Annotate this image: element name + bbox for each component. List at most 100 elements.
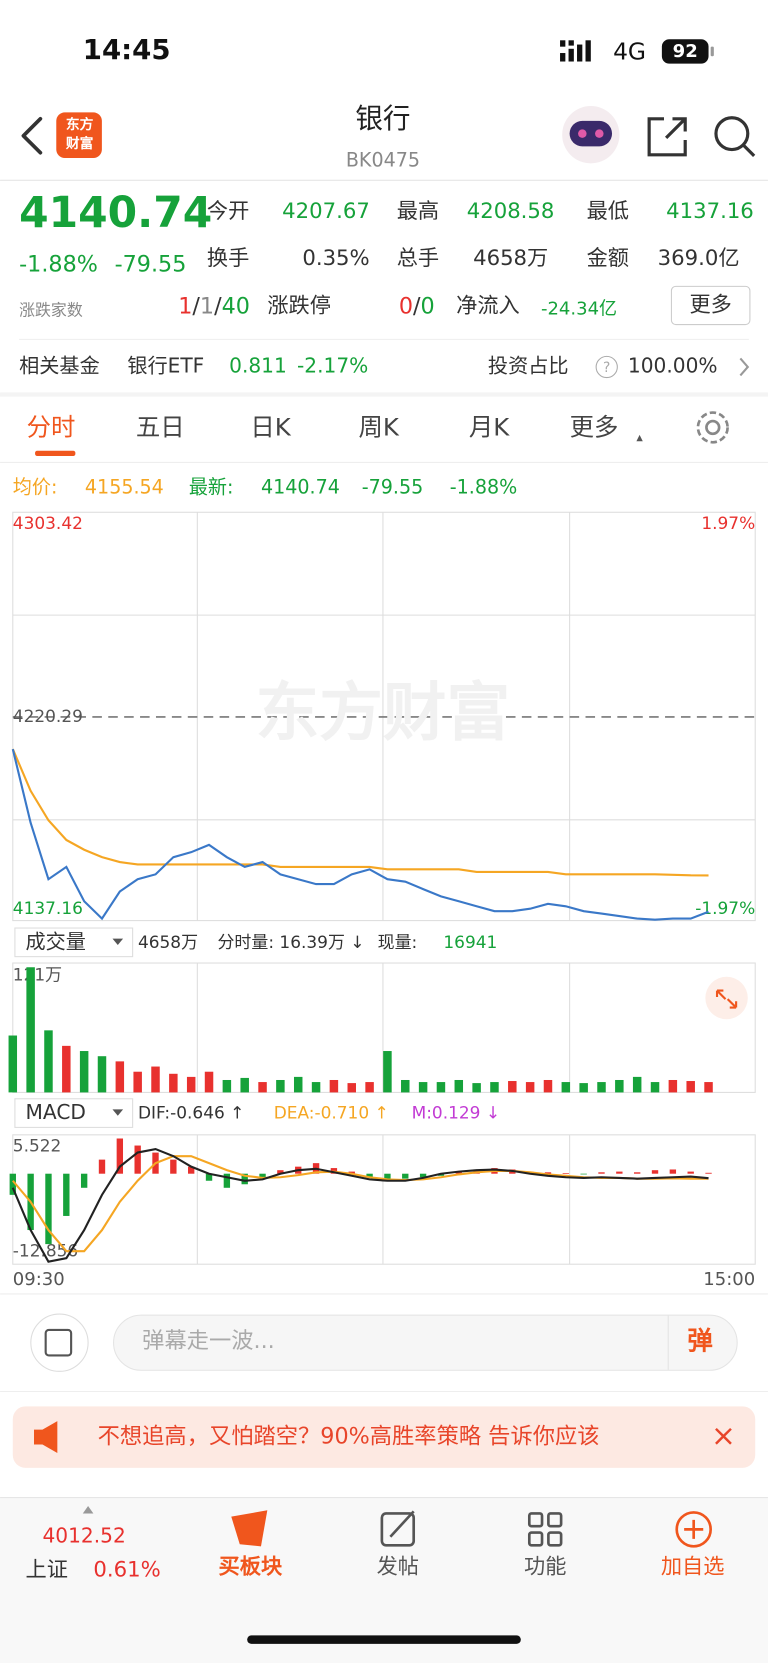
- nav-item[interactable]: 加自选: [661, 1555, 725, 1580]
- latest-pct: -1.88%: [450, 475, 517, 498]
- volume-bar: [365, 1082, 374, 1093]
- sector-code: BK0475: [346, 149, 420, 172]
- macd-bar: [116, 1138, 124, 1174]
- signal-icon: [560, 40, 591, 62]
- volume-bar: [668, 1079, 678, 1093]
- avg-label: 均价:: [13, 475, 58, 498]
- limit-part: 0: [421, 293, 435, 319]
- change: -79.55: [115, 252, 187, 278]
- macd-bar: [241, 1173, 248, 1185]
- dea-label: DEA:-0.710 ↑: [274, 1103, 389, 1123]
- dif-label: DIF:-0.646 ↑: [138, 1103, 244, 1123]
- macd-bar: [223, 1173, 231, 1188]
- x-tick-label: 09:30: [13, 1269, 65, 1290]
- latest-value: 4140.74: [261, 475, 340, 498]
- field-value: 4658万: [473, 246, 548, 271]
- volume-bar: [44, 1030, 53, 1093]
- macd-bar: [98, 1159, 106, 1174]
- macd-bar: [616, 1171, 623, 1174]
- nav-item[interactable]: 发帖: [377, 1555, 419, 1580]
- volume-bar: [704, 1082, 713, 1093]
- comment-icon-button[interactable]: [30, 1313, 89, 1372]
- tab[interactable]: 分时: [27, 412, 76, 441]
- volume-bar: [543, 1079, 553, 1093]
- index-value: 4012.52: [42, 1523, 125, 1547]
- macd-bar: [259, 1173, 266, 1178]
- fund-name[interactable]: 银行ETF: [127, 353, 204, 377]
- macd-bar: [277, 1170, 284, 1174]
- macd-bar: [402, 1173, 409, 1179]
- ratio: 100.00%: [628, 353, 718, 377]
- logo-text: 东方: [66, 116, 94, 133]
- nav-item[interactable]: 买板块: [219, 1555, 283, 1580]
- macd-bar: [705, 1172, 712, 1174]
- share-button[interactable]: [647, 117, 687, 157]
- field-value: 369.0亿: [658, 246, 740, 271]
- tab[interactable]: 月K: [469, 412, 510, 441]
- settings-button[interactable]: [696, 411, 729, 444]
- y-tick-label: 4220.29: [13, 706, 83, 726]
- macd-selector-label[interactable]: MACD: [26, 1100, 86, 1124]
- expand-button[interactable]: [705, 976, 748, 1020]
- field-label: 今开: [207, 199, 249, 224]
- assistant-eye: [578, 129, 587, 138]
- limit-part: 0: [399, 293, 413, 319]
- volume-bar: [151, 1066, 160, 1093]
- logo-text: 财富: [65, 135, 94, 152]
- macd-bar: [580, 1173, 587, 1175]
- comment-input[interactable]: [113, 1314, 738, 1371]
- more-label[interactable]: 更多: [689, 292, 731, 317]
- index-pct: 0.61%: [93, 1558, 160, 1583]
- macd-bar: [366, 1173, 373, 1178]
- placeholder: 弹幕走一波...: [142, 1328, 275, 1354]
- change-pct: -1.88%: [19, 252, 98, 278]
- inflow: -24.34亿: [541, 299, 617, 320]
- macd-bar: [9, 1173, 16, 1195]
- volume-bar: [650, 1082, 660, 1093]
- macd-bar: [544, 1172, 552, 1174]
- expand-arrow[interactable]: [82, 1506, 94, 1514]
- macd-bar: [651, 1170, 659, 1174]
- more-button[interactable]: [670, 285, 751, 326]
- back-button[interactable]: [21, 116, 43, 155]
- macd-selector[interactable]: [14, 1098, 134, 1128]
- breadth-part: /: [192, 293, 200, 319]
- comment-icon: [44, 1328, 73, 1357]
- volume-bar: [401, 1079, 410, 1093]
- volume-bar: [97, 1056, 107, 1093]
- macd-bar: [188, 1166, 195, 1174]
- tab[interactable]: 周K: [359, 412, 400, 441]
- banner[interactable]: [12, 1406, 756, 1468]
- volume-bar: [436, 1082, 446, 1093]
- volume-bar: [293, 1076, 303, 1093]
- tab[interactable]: 日K: [250, 412, 291, 441]
- close-button[interactable]: ×: [711, 1419, 736, 1454]
- volume-bar: [579, 1083, 588, 1093]
- volume-selector-label[interactable]: 成交量: [26, 929, 86, 953]
- help-icon[interactable]: [595, 355, 618, 379]
- y-tick-label: 5.522: [13, 1135, 62, 1155]
- megaphone-icon: [34, 1421, 58, 1454]
- volume-bar: [561, 1082, 571, 1093]
- network: 4G: [613, 38, 646, 66]
- volume-selector[interactable]: [14, 927, 134, 958]
- tab[interactable]: 五日: [136, 412, 185, 441]
- volume-bar: [490, 1082, 499, 1093]
- volume-bar: [222, 1079, 232, 1093]
- tab[interactable]: 更多: [570, 412, 619, 441]
- latest-change: -79.55: [362, 475, 424, 498]
- field-label: 净流入: [456, 294, 520, 319]
- danmu-button[interactable]: 弹: [687, 1327, 712, 1357]
- volume-bar: [240, 1077, 249, 1093]
- macd-bar: [419, 1173, 427, 1178]
- y-tick-label: 4137.16: [13, 898, 83, 918]
- volume-bar: [615, 1079, 624, 1093]
- search-button[interactable]: [714, 116, 756, 158]
- nav-item[interactable]: 功能: [524, 1555, 566, 1580]
- macd-bar: [598, 1172, 605, 1174]
- latest-label: 最新:: [189, 475, 234, 498]
- field-value: 4137.16: [666, 199, 754, 224]
- fund-price: 0.811: [229, 353, 287, 377]
- price-line: [11, 748, 709, 921]
